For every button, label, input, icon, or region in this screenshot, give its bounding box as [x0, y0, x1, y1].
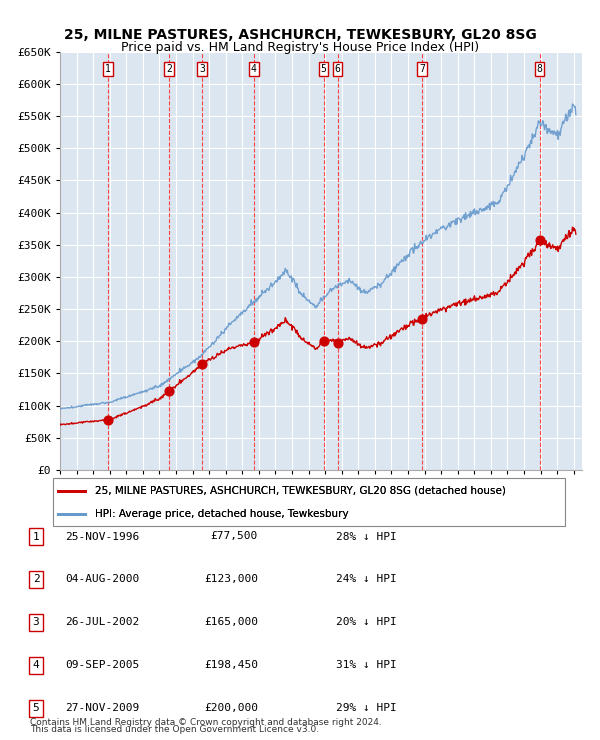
Text: 2: 2: [166, 64, 172, 74]
Text: £165,000: £165,000: [204, 617, 258, 628]
Text: 20% ↓ HPI: 20% ↓ HPI: [336, 617, 397, 628]
Point: [197, 358, 207, 370]
Text: 2: 2: [32, 574, 40, 585]
Text: 04-AUG-2000: 04-AUG-2000: [65, 574, 139, 585]
Point: [333, 337, 343, 349]
Point: [164, 385, 174, 397]
Text: 7: 7: [419, 64, 425, 74]
Point: [249, 337, 259, 349]
Text: 27-NOV-2009: 27-NOV-2009: [65, 703, 139, 713]
Text: 25, MILNE PASTURES, ASHCHURCH, TEWKESBURY, GL20 8SG (detached house): 25, MILNE PASTURES, ASHCHURCH, TEWKESBUR…: [95, 485, 506, 496]
Text: 29% ↓ HPI: 29% ↓ HPI: [336, 703, 397, 713]
Text: 24% ↓ HPI: 24% ↓ HPI: [336, 574, 397, 585]
Text: 1: 1: [105, 64, 111, 74]
Text: 31% ↓ HPI: 31% ↓ HPI: [336, 660, 397, 670]
Text: HPI: Average price, detached house, Tewkesbury: HPI: Average price, detached house, Tewk…: [95, 509, 349, 519]
Text: £200,000: £200,000: [204, 703, 258, 713]
Text: Price paid vs. HM Land Registry's House Price Index (HPI): Price paid vs. HM Land Registry's House …: [121, 41, 479, 54]
FancyBboxPatch shape: [53, 479, 565, 526]
Text: HPI: Average price, detached house, Tewkesbury: HPI: Average price, detached house, Tewk…: [95, 509, 349, 519]
Point: [535, 234, 544, 246]
Text: 5: 5: [320, 64, 326, 74]
Point: [103, 414, 113, 426]
Text: 8: 8: [536, 64, 542, 74]
Text: £77,500: £77,500: [211, 531, 258, 542]
Text: 25, MILNE PASTURES, ASHCHURCH, TEWKESBURY, GL20 8SG (detached house): 25, MILNE PASTURES, ASHCHURCH, TEWKESBUR…: [95, 485, 506, 496]
Text: £198,450: £198,450: [204, 660, 258, 670]
Text: 26-JUL-2002: 26-JUL-2002: [65, 617, 139, 628]
Text: 3: 3: [199, 64, 205, 74]
Text: 28% ↓ HPI: 28% ↓ HPI: [336, 531, 397, 542]
Text: This data is licensed under the Open Government Licence v3.0.: This data is licensed under the Open Gov…: [30, 725, 319, 734]
Text: 3: 3: [32, 617, 40, 628]
Text: 5: 5: [32, 703, 40, 713]
Point: [319, 335, 328, 347]
Text: 09-SEP-2005: 09-SEP-2005: [65, 660, 139, 670]
Text: 25-NOV-1996: 25-NOV-1996: [65, 531, 139, 542]
Text: £123,000: £123,000: [204, 574, 258, 585]
Text: Contains HM Land Registry data © Crown copyright and database right 2024.: Contains HM Land Registry data © Crown c…: [30, 718, 382, 727]
Text: 4: 4: [251, 64, 257, 74]
Text: 6: 6: [335, 64, 340, 74]
Text: 4: 4: [32, 660, 40, 670]
Point: [417, 313, 427, 325]
Text: 1: 1: [32, 531, 40, 542]
Text: 25, MILNE PASTURES, ASHCHURCH, TEWKESBURY, GL20 8SG: 25, MILNE PASTURES, ASHCHURCH, TEWKESBUR…: [64, 28, 536, 42]
